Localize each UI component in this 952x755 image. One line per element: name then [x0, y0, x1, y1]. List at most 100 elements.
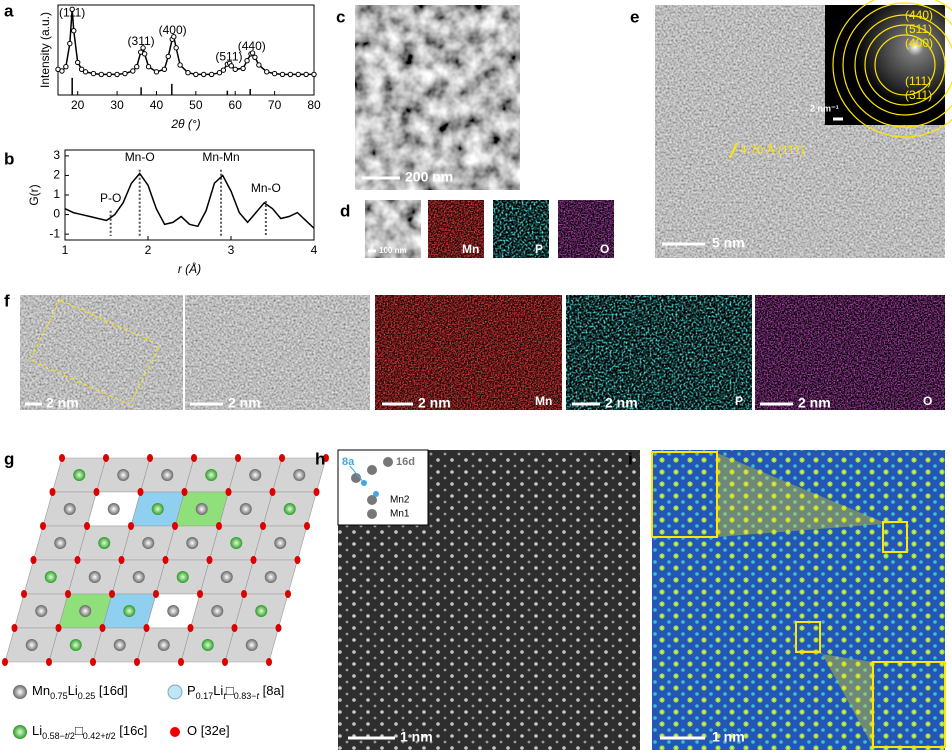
data-point [208, 71, 215, 78]
data-point [228, 63, 234, 69]
annotation: (400) [159, 23, 187, 37]
ring-label: (440) [905, 8, 933, 22]
atom [245, 639, 258, 651]
atom [117, 469, 130, 481]
x-tick-label: 50 [189, 98, 203, 112]
p-map [566, 295, 752, 410]
annotation: (511) [215, 49, 242, 63]
data-point [249, 50, 256, 56]
atom [186, 537, 199, 549]
oxygen [30, 556, 37, 564]
atom [205, 469, 218, 481]
scale-label: 2 nm [605, 395, 638, 411]
oxygen [162, 556, 169, 564]
oxygen [147, 454, 153, 462]
scale-label: 2 nm⁻¹ [810, 103, 839, 113]
crystal-structure [2, 454, 329, 666]
legend-text: 0.17 [196, 691, 214, 701]
data-point [63, 64, 69, 70]
data-point [153, 69, 160, 75]
oxygen [84, 522, 90, 530]
p-map [493, 200, 549, 258]
x-tick-label: 4 [311, 243, 318, 257]
site-label: Mn1 [390, 509, 410, 520]
data-point [59, 68, 65, 74]
data-point [256, 62, 262, 68]
oxygen [187, 624, 194, 632]
legend-text: □ [226, 683, 234, 698]
atom [113, 639, 126, 651]
legend-text: 0.83− [234, 691, 257, 701]
oxygen [134, 658, 140, 666]
data-point [98, 71, 105, 78]
legend-label: Li0.58−t/2□0.42+t/2 [16c] [32, 723, 147, 741]
scale-label: 2 nm [418, 395, 451, 411]
site-label: Mn2 [390, 495, 410, 506]
x-axis-label: 2θ (°) [170, 117, 200, 131]
legend-text: P [187, 683, 196, 698]
panel-label: c [336, 7, 345, 26]
oxygen [231, 624, 238, 632]
scale-label: 2 nm [228, 395, 261, 411]
data-point [114, 71, 120, 78]
panel-label: i [628, 449, 633, 468]
data-line [57, 9, 314, 76]
mn-map [375, 295, 562, 410]
legend-text: Li [213, 683, 223, 698]
annotation: P-O [100, 191, 121, 205]
legend-text: 0.58− [42, 731, 65, 741]
oxygen [266, 658, 272, 666]
data-point [303, 71, 309, 78]
legend-text: t [256, 691, 259, 701]
data-point [140, 45, 146, 51]
stem-zoom [185, 295, 370, 410]
oxygen [275, 624, 282, 632]
panel-label: g [4, 449, 14, 468]
ring-label: (111) [905, 74, 931, 88]
oxygen [93, 488, 100, 496]
atom [151, 503, 164, 515]
panel-label: d [340, 201, 350, 220]
atom [132, 571, 145, 583]
oxygen [181, 488, 188, 496]
data-point [201, 71, 207, 78]
x-axis-label: r (Å) [178, 261, 201, 276]
data-point [220, 67, 227, 73]
spacing-mark [729, 142, 738, 159]
data-point [271, 70, 278, 77]
data-point [244, 58, 250, 64]
atom [79, 605, 92, 617]
zoom-box [882, 521, 908, 553]
oxygen [40, 522, 46, 530]
oxygen [55, 624, 62, 632]
atom [107, 503, 120, 515]
panel-texts: a b c d e f g h i 200 nm 100 nm Mn P O 5… [4, 1, 933, 744]
data-point [78, 66, 85, 72]
site-diagram [349, 457, 393, 519]
atom [54, 537, 67, 549]
oxygen [172, 522, 178, 530]
data-point [90, 70, 97, 77]
atom [195, 503, 208, 515]
atom [167, 605, 180, 617]
data-point [106, 71, 112, 78]
scale-bars [25, 117, 843, 740]
atom [249, 469, 262, 481]
data-line [64, 172, 315, 229]
oxygen [59, 454, 65, 462]
annotation: Mn-O [251, 181, 281, 195]
ring-label: (311) [905, 88, 932, 102]
map-label: P [735, 394, 743, 408]
annotation: Mn-Mn [202, 150, 239, 164]
atom [274, 537, 287, 549]
legend-label: P0.17Lit□0.83−t [8a] [187, 683, 284, 701]
legend-text: t [223, 691, 226, 701]
o-map [558, 200, 614, 258]
legend-text: t [106, 731, 109, 741]
atom [211, 605, 224, 617]
legend-text: [8a] [259, 683, 284, 698]
oxygen [235, 454, 241, 462]
x-tick-label: 3 [228, 243, 235, 257]
x-tick-label: 70 [268, 98, 282, 112]
